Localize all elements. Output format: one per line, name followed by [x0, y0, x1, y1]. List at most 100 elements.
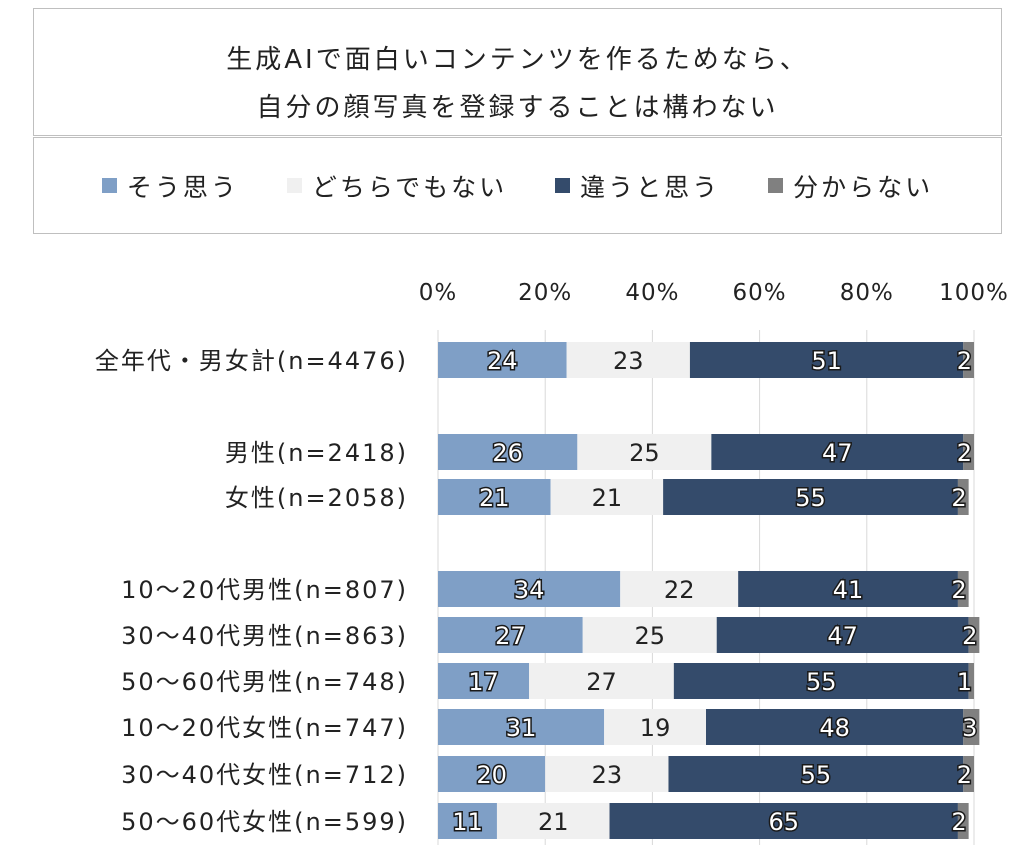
bar-segment: [957, 803, 969, 839]
data-label: 2: [951, 808, 966, 836]
bar-segment: [668, 756, 964, 792]
bar-segment: [438, 803, 497, 839]
data-label: 2: [951, 484, 966, 512]
x-tick-label: 40%: [625, 280, 679, 306]
x-tick-label: 80%: [840, 280, 894, 306]
data-label: 17: [468, 668, 499, 696]
legend-label-agree: そう思う: [126, 172, 239, 202]
data-label: 21: [592, 484, 623, 512]
bar-segment: [496, 803, 610, 839]
category-label: 50～60代男性(n=748): [121, 668, 408, 696]
data-label: 2: [957, 439, 972, 467]
data-label: 27: [586, 668, 617, 696]
bar-segment: [968, 617, 980, 653]
data-label: 65: [768, 808, 799, 836]
bar-segment: [438, 709, 605, 745]
category-label: 10～20代男性(n=807): [121, 576, 408, 604]
bar-segment: [963, 709, 980, 745]
bar-segment: [438, 756, 546, 792]
data-label: 41: [833, 576, 864, 604]
legend-swatch-neutral: [286, 178, 302, 193]
chart-title-box: 生成AIで面白いコンテンツを作るためなら、 自分の顔写真を登録することは構わない: [33, 8, 1002, 136]
x-tick-label: 20%: [518, 280, 572, 306]
legend-item-neutral: どちらでもない: [286, 168, 508, 204]
category-label: 女性(n=2058): [225, 484, 408, 512]
data-label: 23: [613, 347, 644, 375]
data-label: 25: [634, 622, 665, 650]
legend-label-neutral: どちらでもない: [311, 172, 508, 202]
bar-segment: [582, 617, 717, 653]
bar-segment: [673, 663, 969, 699]
bar-segment: [438, 342, 567, 378]
data-label: 22: [664, 576, 695, 604]
data-label: 1: [957, 668, 972, 696]
data-label: 2: [962, 622, 977, 650]
data-label: 21: [479, 484, 510, 512]
legend-item-unknown: 分からない: [768, 168, 933, 204]
legend-label-unknown: 分からない: [793, 172, 934, 202]
bar-segment: [963, 756, 974, 792]
bar-segment: [663, 479, 958, 515]
data-label: 55: [806, 668, 837, 696]
legend-item-agree: そう思う: [101, 168, 239, 204]
bar-segment: [706, 709, 964, 745]
category-label: 50～60代女性(n=599): [121, 808, 408, 836]
data-label: 31: [506, 714, 537, 742]
chart-title-line-1: 生成AIで面白いコンテンツを作るためなら、: [226, 45, 809, 75]
bar-segment: [438, 434, 578, 470]
bar-segment: [438, 479, 551, 515]
category-label: 男性(n=2418): [225, 439, 408, 467]
x-tick-label: 0%: [419, 280, 458, 306]
bar-segment: [738, 571, 958, 607]
bar-segment: [620, 571, 739, 607]
legend-swatch-unknown: [768, 178, 784, 193]
legend: そう思う どちらでもない 違うと思う 分からない: [33, 137, 1002, 234]
bar-segment: [577, 434, 712, 470]
category-label: 30～40代女性(n=712): [121, 761, 408, 789]
bar-segment: [550, 479, 664, 515]
data-label: 2: [951, 576, 966, 604]
data-label: 47: [822, 439, 853, 467]
bar-segment: [609, 803, 958, 839]
x-tick-label: 100%: [939, 280, 1009, 306]
legend-swatch-disagree: [555, 178, 571, 193]
bar-segment: [968, 663, 974, 699]
category-label: 30～40代男性(n=863): [121, 622, 408, 650]
data-label: 25: [629, 439, 660, 467]
bar-segment: [566, 342, 690, 378]
bar-segment: [716, 617, 969, 653]
data-label: 21: [538, 808, 569, 836]
data-label: 55: [801, 761, 832, 789]
data-label: 24: [487, 347, 518, 375]
bar-segment: [711, 434, 964, 470]
data-label: 2: [957, 347, 972, 375]
data-label: 26: [492, 439, 523, 467]
bar-segment: [438, 663, 530, 699]
data-label: 11: [452, 808, 483, 836]
bar-segment: [963, 434, 974, 470]
data-label: 27: [495, 622, 526, 650]
data-label: 34: [514, 576, 545, 604]
data-label: 19: [640, 714, 671, 742]
category-label: 全年代・男女計(n=4476): [95, 347, 408, 375]
bar-segment: [604, 709, 706, 745]
data-label: 47: [827, 622, 858, 650]
data-label: 2: [957, 761, 972, 789]
bar-segment: [957, 571, 969, 607]
legend-label-disagree: 違うと思う: [580, 172, 721, 202]
category-label: 10～20代女性(n=747): [121, 714, 408, 742]
data-label: 55: [795, 484, 826, 512]
bar-segment: [963, 342, 974, 378]
bar-segment: [529, 663, 674, 699]
data-label: 20: [476, 761, 507, 789]
data-label: 48: [819, 714, 850, 742]
bar-segment: [689, 342, 964, 378]
chart-title-line-2: 自分の顔写真を登録することは構わない: [256, 93, 779, 123]
data-label: 3: [962, 714, 977, 742]
x-tick-label: 60%: [733, 280, 787, 306]
legend-item-disagree: 違うと思う: [555, 168, 720, 204]
data-label: 23: [592, 761, 623, 789]
data-label: 51: [811, 347, 842, 375]
bar-segment: [438, 571, 621, 607]
